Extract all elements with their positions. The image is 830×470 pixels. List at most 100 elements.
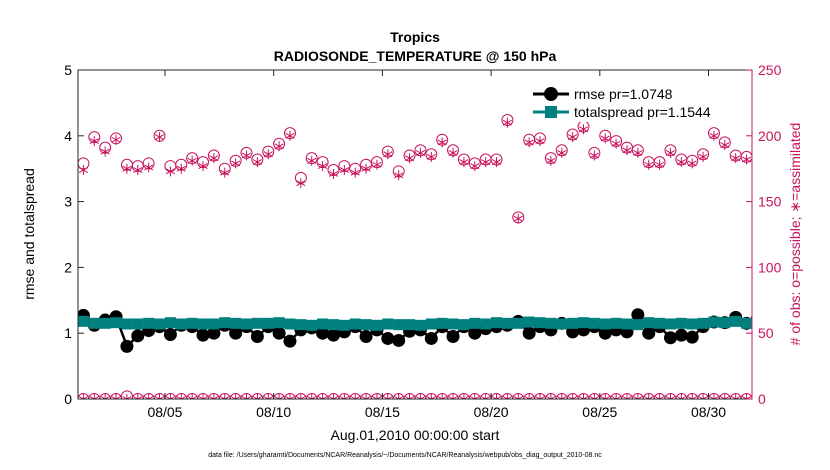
obs-assimilated-point [578,124,589,135]
totalspread-point [567,317,579,329]
obs-assimilated-point [89,136,99,147]
totalspread-point [675,317,687,329]
obs-possible-point [338,393,351,399]
totalspread-point [393,319,405,331]
obs-possible-point [175,393,188,399]
obs-assimilated-point [655,394,665,399]
totalspread-point [251,317,263,329]
obs-possible-point [207,393,220,399]
obs-assimilated-point [557,147,567,158]
totalspread-point [306,319,318,331]
obs-assimilated-point [709,394,719,399]
obs-possible-point [534,393,547,399]
footnote: data file: /Users/gharamti/Documents/NCA… [208,452,602,459]
obs-assimilated-point [394,394,404,399]
totalspread-point [458,319,470,331]
obs-assimilated-point [687,158,697,169]
y-right-tick-label: 100 [758,259,782,275]
totalspread-point [110,317,122,329]
obs-possible-point [707,393,720,399]
obs-assimilated-point [383,149,393,160]
obs-assimilated-point [481,157,491,168]
obs-possible-point [99,393,112,399]
obs-assimilated-point [154,132,165,143]
obs-assimilated-point [100,394,110,399]
totalspread-point [534,317,546,329]
totalspread-point [621,318,633,330]
obs-possible-point [653,393,666,399]
obs-assimilated-point [176,394,186,399]
x-tick-label: 08/20 [474,404,509,420]
obs-possible-point [447,393,460,399]
totalspread-point [708,316,720,328]
y-right-tick-label: 0 [758,391,766,407]
obs-possible-point [490,393,503,399]
obs-assimilated-point [665,147,676,158]
totalspread-point [730,315,742,327]
totalspread-point [327,319,339,331]
obs-assimilated-point [611,138,621,149]
obs-assimilated-point [807,394,816,404]
obs-possible-point [785,394,796,405]
obs-assimilated-point [307,394,317,399]
obs-assimilated-point [448,394,458,399]
obs-assimilated-point [165,166,175,177]
totalspread-point [436,317,448,329]
totalspread-point [99,317,111,329]
obs-possible-point [218,393,231,399]
obs-possible-point [806,394,817,405]
obs-assimilated-point [535,394,545,399]
totalspread-point [719,317,731,329]
obs-assimilated-point [709,130,719,141]
obs-possible-point [436,393,449,399]
obs-assimilated-point [78,165,89,176]
obs-possible-point [88,393,101,399]
obs-possible-point [240,393,253,399]
totalspread-point [425,318,437,330]
obs-assimilated-point [307,155,317,166]
obs-assimilated-point [655,159,665,170]
obs-assimilated-point [459,157,469,168]
obs-assimilated-point [459,394,469,399]
obs-possible-point [795,394,806,405]
obs-assimilated-point [676,157,686,168]
obs-assimilated-point [470,394,480,399]
y-left-tick-label: 3 [64,194,72,210]
obs-possible-point [501,393,514,399]
obs-assimilated-point [89,394,99,399]
rmse-point [773,320,786,333]
rmse-point [207,326,221,340]
rmse-point [805,329,818,342]
totalspread-point [338,319,350,331]
x-tick-label: 08/30 [691,404,726,420]
obs-possible-point [675,393,688,399]
rmse-point [381,331,395,345]
obs-possible-point [599,393,612,399]
rmse-point [631,308,645,322]
obs-possible-point [251,393,264,399]
obs-assimilated-point [600,133,610,144]
obs-possible-point [262,393,275,399]
obs-assimilated-point [448,147,458,158]
totalspread-point [273,317,285,329]
obs-assimilated-point [633,147,643,158]
obs-possible-point [164,393,177,399]
totalspread-point [382,318,394,330]
obs-possible-point [349,393,362,399]
obs-possible-point [229,393,242,399]
obs-assimilated-point [426,394,436,399]
obs-assimilated-point [394,170,404,181]
obs-possible-point [697,393,710,399]
obs-assimilated-point [285,130,295,141]
y-right-tick-label: 200 [758,128,782,144]
obs-assimilated-point [470,161,480,172]
totalspread-point [774,318,785,329]
obs-assimilated-point [133,394,143,399]
totalspread-point [599,318,611,330]
obs-assimilated-point [318,161,328,172]
rmse-point [316,326,330,340]
obs-assimilated-point [111,394,121,399]
obs-possible-point [729,393,742,399]
obs-assimilated-point [404,153,415,164]
obs-possible-point [555,393,568,399]
